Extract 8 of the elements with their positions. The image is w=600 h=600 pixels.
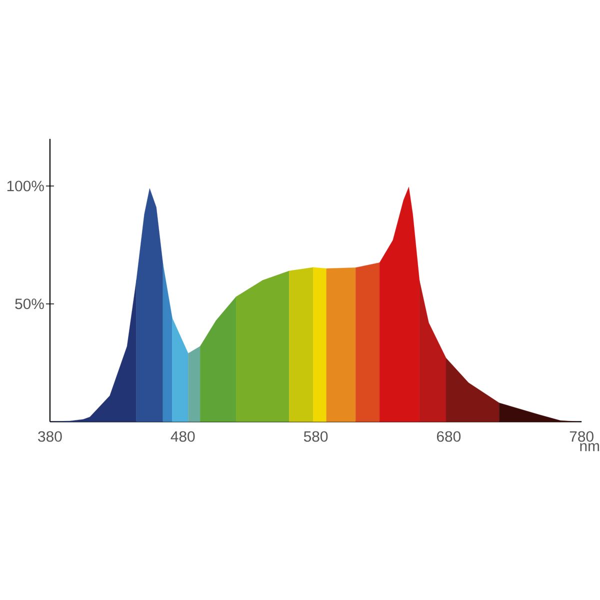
x-tick-label: 680 (436, 431, 461, 442)
x-axis-title: nm (580, 443, 600, 452)
x-tick-label: 780 (570, 431, 594, 442)
x-tick-label: 580 (304, 431, 328, 442)
y-tick-label: 100% (7, 180, 44, 192)
x-tick-label: 380 (38, 431, 62, 442)
x-tick-label: 480 (170, 431, 195, 442)
y-tick-label: 50% (15, 298, 44, 310)
